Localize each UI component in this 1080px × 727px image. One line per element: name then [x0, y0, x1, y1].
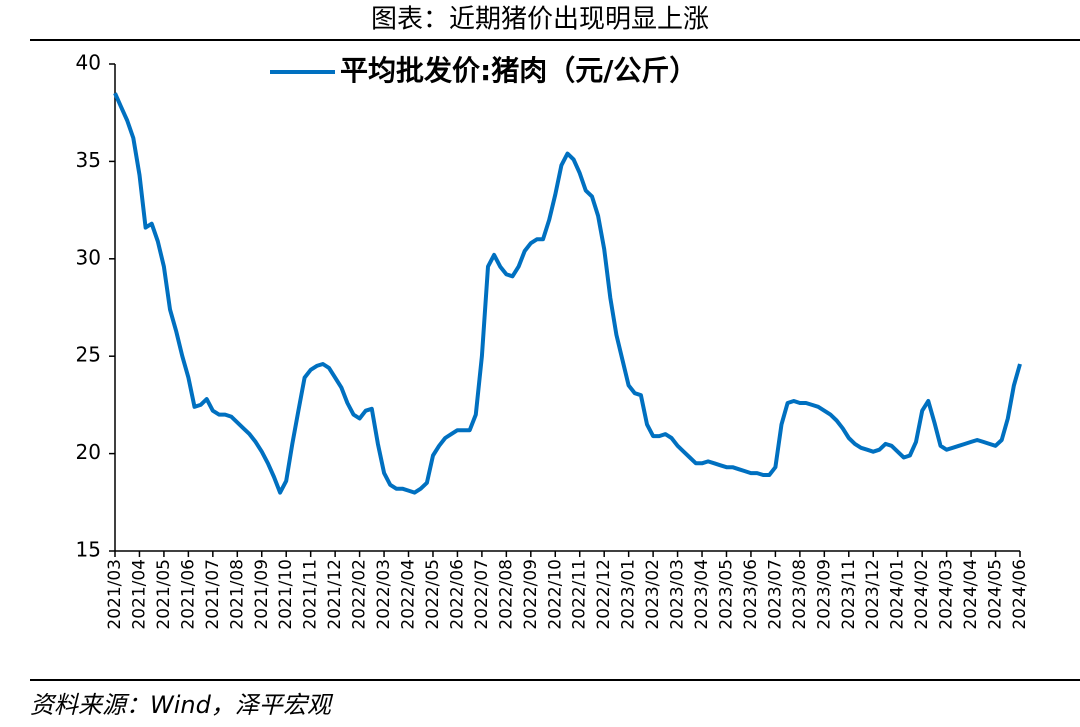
- x-tick-label: 2022/05: [423, 559, 443, 630]
- source-note: 资料来源：Wind，泽平宏观: [30, 691, 334, 719]
- x-tick-label: 2023/09: [814, 559, 834, 630]
- x-tick-label: 2023/03: [668, 559, 688, 630]
- x-tick-label: 2021/11: [301, 559, 321, 630]
- x-tick-label: 2024/04: [961, 559, 981, 630]
- y-tick-label: 25: [76, 343, 101, 367]
- x-tick-label: 2022/03: [374, 559, 394, 630]
- x-tick-label: 2022/06: [447, 559, 467, 630]
- x-tick-label: 2022/07: [472, 559, 492, 630]
- x-tick-label: 2021/06: [178, 559, 198, 630]
- x-tick-label: 2024/06: [1010, 559, 1030, 630]
- chart-title: 图表：近期猪价出现明显上涨: [371, 5, 709, 35]
- y-tick-label: 30: [76, 245, 101, 269]
- x-tick-label: 2022/10: [545, 559, 565, 630]
- y-tick-label: 40: [76, 51, 101, 75]
- x-tick-label: 2023/11: [839, 559, 859, 630]
- x-tick-label: 2021/04: [129, 559, 149, 630]
- x-tick-label: 2024/02: [912, 559, 932, 630]
- data-line: [113, 92, 1022, 495]
- y-tick-label: 15: [76, 538, 101, 562]
- x-tick-label: 2023/01: [619, 559, 639, 630]
- x-tick-label: 2022/08: [496, 559, 516, 630]
- x-tick-label: 2023/12: [863, 559, 883, 630]
- x-tick-label: 2023/07: [765, 559, 785, 630]
- x-tick-label: 2022/02: [350, 559, 370, 630]
- x-tick-label: 2022/09: [521, 559, 541, 630]
- legend-label: 平均批发价:猪肉（元/公斤）: [340, 54, 697, 87]
- x-tick-label: 2021/12: [325, 559, 345, 630]
- x-tick-label: 2021/03: [105, 559, 125, 630]
- x-tick-label: 2021/10: [276, 559, 296, 630]
- x-tick-label: 2022/12: [594, 559, 614, 630]
- y-tick-label: 20: [76, 440, 101, 464]
- x-tick-label: 2022/04: [399, 559, 419, 630]
- x-tick-label: 2023/06: [741, 559, 761, 630]
- y-tick-label: 35: [76, 148, 101, 172]
- x-tick-label: 2024/03: [937, 559, 957, 630]
- x-tick-label: 2021/05: [154, 559, 174, 630]
- x-tick-label: 2022/11: [570, 559, 590, 630]
- x-tick-label: 2023/04: [692, 559, 712, 630]
- x-tick-label: 2024/05: [986, 559, 1006, 630]
- x-tick-label: 2023/02: [643, 559, 663, 630]
- x-tick-label: 2021/07: [203, 559, 223, 630]
- x-tick-label: 2023/08: [790, 559, 810, 630]
- x-tick-label: 2023/05: [716, 559, 736, 630]
- x-tick-label: 2021/08: [227, 559, 247, 630]
- x-tick-label: 2021/09: [252, 559, 272, 630]
- x-tick-label: 2024/01: [888, 559, 908, 630]
